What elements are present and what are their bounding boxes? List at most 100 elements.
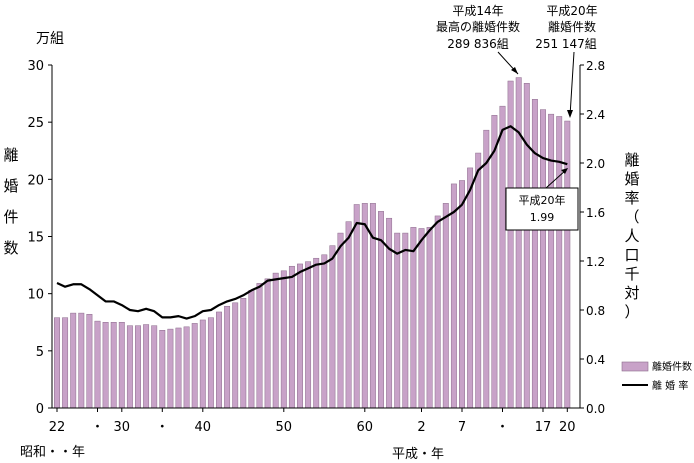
- bar-divorces: [523, 83, 530, 409]
- legend: 離婚件数 離 婚 率: [621, 360, 692, 392]
- bar-divorces: [491, 115, 498, 409]
- legend-bar-label: 離婚件数: [652, 360, 692, 373]
- left-tick-label: 30: [27, 59, 44, 74]
- bar-divorces: [305, 261, 312, 409]
- bar-divorces: [361, 203, 368, 409]
- bars-group: [54, 77, 571, 409]
- right-tick-label: 1.2: [586, 255, 605, 269]
- era-label-showa: 昭和・・年: [20, 445, 85, 460]
- bar-divorces: [394, 232, 401, 409]
- bar-divorces: [434, 215, 441, 409]
- rate-line-group: [56, 125, 568, 320]
- rate-line: [56, 125, 568, 320]
- bar-divorces: [507, 80, 514, 409]
- bar-divorces: [240, 297, 247, 409]
- bar-divorces: [126, 325, 133, 409]
- left-tick-label: 0: [36, 402, 44, 417]
- bar-divorces: [94, 320, 101, 409]
- bar-divorces: [531, 99, 538, 409]
- bar-divorces: [353, 204, 360, 409]
- left-tick-label: 5: [36, 345, 44, 360]
- bar-divorces: [442, 203, 449, 409]
- last-bar-annotation-line-1: 平成20年: [546, 4, 597, 18]
- x-tick-label: 17: [535, 420, 552, 435]
- bar-divorces: [499, 105, 506, 409]
- bar-divorces: [402, 232, 409, 409]
- bar-divorces: [540, 109, 546, 409]
- left-tick-label: 10: [27, 288, 44, 303]
- bar-divorces: [135, 325, 141, 409]
- bar-divorces: [345, 221, 352, 409]
- x-tick-label: 22: [49, 420, 66, 435]
- last-rate-callout-box: [505, 187, 579, 231]
- last-bar-annotation-line-3: 251 147組: [535, 37, 597, 51]
- bar-divorces: [143, 324, 150, 409]
- left-tick-group: 0 5 10 15 20 25 30: [27, 59, 52, 417]
- right-tick-label: 2.0: [586, 157, 605, 171]
- bar-divorces: [159, 330, 166, 409]
- right-tick-label: 2.4: [586, 108, 605, 122]
- bar-divorces: [548, 113, 555, 409]
- bar-divorces: [191, 323, 198, 409]
- last-rate-annotation-line-1: 平成20年: [519, 193, 566, 207]
- bar-divorces: [329, 245, 336, 409]
- bar-divorces: [167, 328, 174, 409]
- bar-divorces: [288, 265, 295, 409]
- last-rate-annotation-arrow: [545, 169, 567, 189]
- x-tick-label: ・: [91, 420, 104, 435]
- bar-divorces: [264, 278, 271, 409]
- x-tick-label: 2: [417, 420, 425, 435]
- annotations-group: 平成14年 最高の離婚件数 289 836組 平成20年 離婚件数 251 14…: [436, 4, 598, 231]
- left-tick-label: 25: [27, 116, 44, 131]
- bar-divorces: [183, 326, 190, 409]
- bar-divorces: [418, 228, 425, 409]
- bar-divorces: [426, 227, 433, 409]
- right-tick-label: 0.0: [586, 402, 605, 416]
- right-tick-label: 2.8: [586, 59, 605, 73]
- bar-divorces: [78, 312, 85, 409]
- bar-divorces: [102, 322, 109, 409]
- legend-line-label: 離 婚 率: [652, 379, 688, 392]
- bar-divorces: [151, 325, 158, 409]
- peak-annotation-line-1: 平成14年: [452, 4, 503, 18]
- x-tick-label: 50: [276, 420, 293, 435]
- bar-divorces: [256, 283, 263, 409]
- last-bar-arrow-head: [567, 110, 573, 118]
- last-rate-annotation-line-2: 1.99: [530, 211, 555, 224]
- bar-divorces: [110, 322, 117, 409]
- bar-divorces: [467, 167, 474, 409]
- x-tick-label: 30: [114, 420, 131, 435]
- bar-divorces: [248, 289, 255, 409]
- bar-divorces: [313, 257, 320, 409]
- bar-divorces: [321, 254, 328, 409]
- peak-annotation-line-2: 最高の離婚件数: [436, 19, 520, 34]
- bar-divorces: [54, 317, 60, 409]
- bar-divorces: [475, 152, 482, 409]
- bar-divorces: [175, 327, 182, 409]
- right-axis-title: 離婚率（人口千対）: [624, 151, 639, 321]
- right-tick-label: 0.8: [586, 304, 605, 318]
- bar-divorces: [70, 312, 77, 409]
- left-axis-title: 離婚件数: [3, 146, 18, 257]
- x-tick-label: 60: [357, 420, 374, 435]
- bar-divorces: [86, 314, 93, 409]
- bar-divorces: [199, 319, 206, 409]
- bar-divorces: [450, 183, 457, 409]
- bar-divorces: [459, 180, 465, 409]
- last-bar-annotation-line-2: 離婚件数: [548, 19, 596, 34]
- bar-divorces: [207, 317, 214, 409]
- x-tick-group: 22 ・ 30 ・ 40 50 60 2 7 ・ 17 20: [49, 408, 576, 435]
- bar-divorces: [556, 116, 563, 409]
- x-tick-label: 20: [559, 420, 576, 435]
- x-tick-label: ・: [156, 420, 169, 435]
- bar-divorces: [232, 302, 239, 409]
- bar-divorces: [515, 77, 522, 409]
- x-tick-label: 7: [458, 420, 466, 435]
- right-tick-label: 0.4: [586, 353, 605, 367]
- x-tick-label: 40: [195, 420, 212, 435]
- last-bar-annotation-arrow: [569, 51, 575, 117]
- bar-divorces: [483, 129, 490, 409]
- era-label-heisei: 平成・年: [392, 447, 444, 462]
- bar-divorces: [118, 322, 125, 409]
